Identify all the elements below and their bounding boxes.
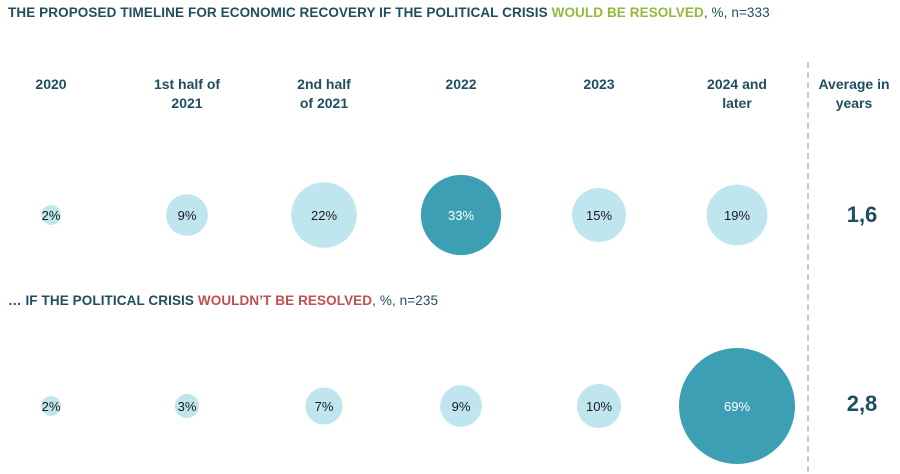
average-value-resolved: 1,6 (846, 202, 878, 227)
bubble-resolved-3 (420, 174, 502, 256)
bubble-label-not-resolved-5: 69% (724, 399, 750, 414)
column-header-average: Average in years (794, 75, 900, 113)
column-header-h1-2021: 1st half of 2021 (127, 75, 247, 113)
title-resolved-main: THE PROPOSED TIMELINE FOR ECONOMIC RECOV… (8, 5, 552, 20)
bubble-not-resolved-5 (679, 348, 795, 464)
column-header-line2: 2021 (171, 95, 203, 111)
column-header-line1: Average in (818, 76, 890, 92)
bubble-not-resolved-4 (576, 383, 622, 429)
column-header-line1: 2024 and (707, 76, 767, 92)
bubble-not-resolved-2 (305, 387, 343, 425)
column-header-h2-2021: 2nd half of 2021 (264, 75, 384, 113)
bubble-label-not-resolved-0: 2% (42, 399, 61, 414)
bubble-not-resolved-0 (41, 396, 61, 416)
title-not-resolved-highlight: WOULDN’T BE RESOLVED (197, 293, 373, 308)
bubble-label-resolved-3: 33% (448, 208, 474, 223)
average-value-not-resolved: 2,8 (846, 391, 878, 416)
column-header-line2: of 2021 (299, 95, 349, 111)
column-header-line1: 2nd half (297, 76, 351, 92)
column-header-2024-later: 2024 and later (677, 75, 797, 113)
bubble-label-not-resolved-2: 7% (315, 399, 334, 414)
bubble-resolved-2 (291, 182, 357, 248)
chart-title-resolved: THE PROPOSED TIMELINE FOR ECONOMIC RECOV… (8, 5, 770, 20)
column-header-line1: 2022 (445, 76, 477, 92)
column-header-line1: 2023 (583, 76, 615, 92)
bubble-label-not-resolved-1: 3% (178, 399, 197, 414)
column-header-line1: 2020 (35, 76, 67, 92)
bubble-label-not-resolved-4: 10% (586, 399, 612, 414)
bubble-label-resolved-1: 9% (178, 208, 197, 223)
column-header-line1: 1st half of (153, 76, 221, 92)
average-divider (807, 62, 809, 472)
bubble-label-resolved-5: 19% (724, 208, 750, 223)
bubble-label-resolved-0: 2% (42, 208, 61, 223)
bubble-resolved-4 (572, 188, 626, 242)
bubble-resolved-5 (706, 184, 768, 246)
bubble-label-resolved-2: 22% (311, 208, 337, 223)
column-header-2023: 2023 (539, 75, 659, 94)
bubble-resolved-1 (166, 194, 208, 236)
column-header-2020: 2020 (0, 75, 111, 94)
column-header-line2: years (835, 95, 873, 111)
column-header-line2: later (722, 95, 752, 111)
title-resolved-suffix: , %, n=333 (703, 5, 770, 20)
title-not-resolved-main: … IF THE POLITICAL CRISIS (8, 293, 198, 308)
title-not-resolved-suffix: , %, n=235 (372, 293, 439, 308)
bubble-not-resolved-1 (174, 393, 200, 419)
chart-title-not-resolved: … IF THE POLITICAL CRISIS WOULDN’T BE RE… (8, 293, 438, 308)
title-resolved-highlight: WOULD BE RESOLVED (551, 5, 704, 20)
column-header-2022: 2022 (401, 75, 521, 94)
bubble-label-not-resolved-3: 9% (452, 399, 471, 414)
bubble-resolved-0 (41, 205, 61, 225)
bubble-not-resolved-3 (440, 385, 482, 427)
bubble-label-resolved-4: 15% (586, 208, 612, 223)
